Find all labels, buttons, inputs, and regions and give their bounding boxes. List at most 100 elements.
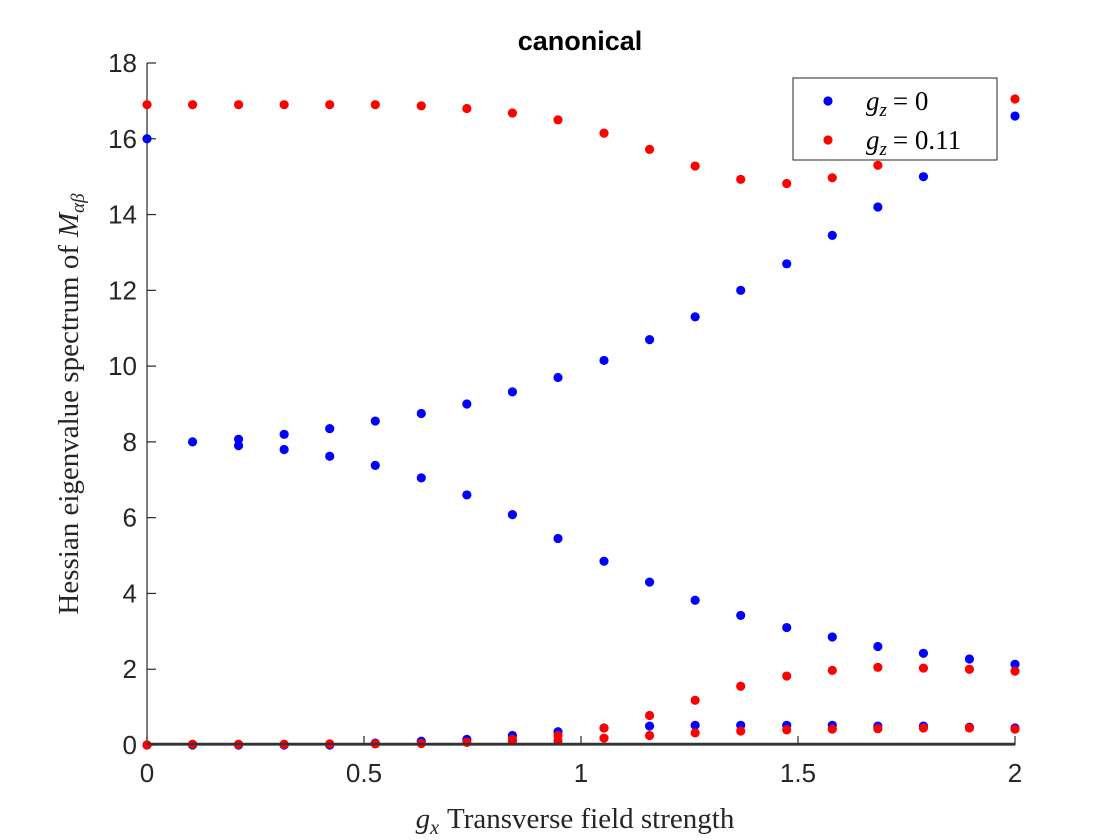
data-point (370, 100, 380, 110)
data-point (827, 230, 837, 240)
x-label-subscript: x (429, 817, 439, 839)
data-point (873, 662, 883, 672)
data-point (462, 737, 472, 747)
data-point (507, 510, 518, 520)
data-point (827, 665, 837, 675)
y-tick-label: 12 (108, 275, 137, 305)
y-tick-label: 0 (123, 730, 137, 760)
data-point (599, 733, 609, 743)
x-label-symbol: g (416, 803, 431, 835)
y-axis-label: Hessian eigenvalue spectrum of Mαβ (53, 193, 89, 615)
data-point (736, 285, 746, 295)
data-point (325, 100, 335, 110)
data-point (233, 441, 244, 451)
y-tick-label: 8 (123, 427, 137, 457)
data-point (873, 202, 883, 212)
data-point (690, 695, 700, 705)
data-point (736, 726, 746, 736)
data-point (918, 648, 929, 658)
data-point (873, 724, 883, 734)
y-tick-label: 14 (108, 200, 137, 230)
data-point (690, 312, 700, 322)
data-point (462, 399, 472, 409)
data-point (599, 355, 609, 366)
data-point (370, 416, 380, 426)
data-point (827, 724, 837, 734)
data-point (918, 663, 929, 673)
data-point (279, 429, 289, 439)
data-point (462, 103, 472, 114)
legend-symbol: g (866, 125, 880, 155)
data-point (279, 444, 289, 455)
legend: gz = 0 gz = 0.11 (792, 77, 998, 161)
legend-marker (823, 135, 833, 145)
data-point (690, 161, 700, 171)
data-point (918, 172, 929, 182)
data-point (644, 710, 655, 721)
data-point (1010, 724, 1020, 734)
data-point (416, 473, 426, 483)
y-label-text: Hessian eigenvalue spectrum of (53, 245, 85, 615)
legend-label: gz = 0 (866, 86, 928, 121)
data-point (736, 610, 746, 621)
data-point (873, 160, 883, 170)
data-point (782, 259, 792, 269)
legend-subscript: z (879, 100, 888, 121)
data-point (553, 372, 563, 383)
data-point (142, 134, 152, 144)
data-point (736, 681, 746, 691)
data-point (736, 174, 746, 184)
y-tick-label: 16 (108, 124, 137, 154)
data-point (827, 173, 837, 183)
data-point (644, 730, 655, 741)
data-point (599, 723, 609, 733)
legend-label: gz = 0.11 (866, 125, 961, 160)
legend-marker (823, 96, 833, 106)
y-tick-label: 4 (123, 578, 137, 608)
data-point (416, 101, 426, 111)
data-point (507, 387, 518, 397)
data-point (325, 451, 335, 461)
data-point (690, 720, 700, 730)
data-point (233, 100, 244, 110)
data-point (233, 434, 244, 444)
data-point (782, 671, 792, 681)
data-point (964, 654, 975, 664)
data-point (873, 641, 883, 652)
data-point (782, 725, 792, 735)
data-point (644, 577, 655, 587)
data-point (187, 437, 198, 447)
data-point (644, 334, 655, 345)
data-point (644, 144, 655, 154)
data-point (1010, 659, 1020, 669)
y-tick-label: 2 (123, 654, 137, 684)
data-point (644, 721, 655, 731)
data-point (964, 664, 975, 674)
legend-box (792, 77, 998, 161)
data-point (507, 108, 518, 118)
y-tick-label: 18 (108, 48, 137, 78)
data-point (690, 728, 700, 738)
data-point (370, 460, 380, 470)
legend-rest: = 0 (893, 86, 928, 116)
data-point (782, 622, 792, 633)
data-point (599, 128, 609, 138)
x-tick-label: 1.5 (780, 758, 816, 788)
data-point (279, 100, 289, 110)
y-label-symbol: M (53, 211, 85, 238)
data-point (827, 632, 837, 642)
x-tick-label: 0 (140, 758, 154, 788)
data-point (782, 178, 792, 189)
data-point (690, 595, 700, 605)
y-label-subscript: αβ (68, 193, 89, 213)
x-label-text: Transverse field strength (447, 803, 735, 835)
x-tick-label: 0.5 (346, 758, 382, 788)
data-point (142, 100, 152, 110)
data-point (918, 723, 929, 733)
x-tick-label: 1 (574, 758, 588, 788)
data-point (1010, 666, 1020, 676)
data-point (187, 100, 198, 110)
data-point (462, 490, 472, 500)
data-point (1010, 94, 1020, 104)
